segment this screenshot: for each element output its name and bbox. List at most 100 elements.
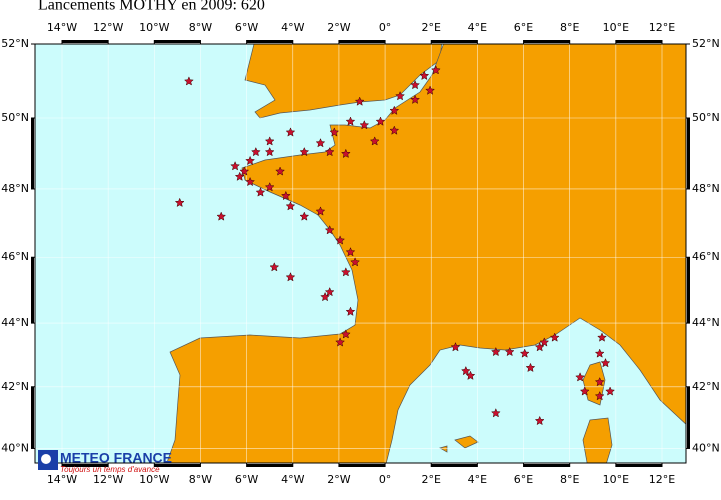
launch-star (340, 148, 351, 159)
frame-bar (431, 40, 478, 43)
launch-star (594, 348, 605, 358)
lon-label-top: 6°W (235, 21, 258, 34)
logo-name: METEO FRANCE (60, 450, 172, 466)
lon-label-bottom: 8°E (560, 473, 579, 486)
launch-star (285, 272, 296, 282)
logo-icon-sun (41, 454, 51, 464)
launch-star (245, 155, 256, 166)
lat-label-left: 50°N (1, 111, 29, 124)
frame-bar (31, 117, 34, 189)
launch-star (345, 116, 356, 126)
lon-label-bottom: 8°W (189, 473, 212, 486)
launch-star (597, 332, 607, 342)
launch-star (375, 116, 386, 126)
launch-star (419, 70, 430, 81)
launch-star (234, 171, 245, 181)
launch-star (315, 138, 326, 148)
launch-star (340, 267, 351, 277)
launch-star (345, 306, 356, 316)
lon-label-bottom: 12°E (649, 473, 675, 486)
lon-label-top: 10°W (139, 21, 169, 34)
frame-bar (31, 257, 34, 324)
launch-star (525, 362, 536, 373)
lon-label-top: 4°E (468, 21, 487, 34)
launch-star (280, 190, 291, 201)
frame-bar (338, 40, 386, 43)
launch-star (350, 257, 361, 267)
launch-star (335, 235, 346, 245)
launch-star (315, 206, 326, 216)
launch-star (324, 225, 335, 235)
launch-star (534, 342, 545, 352)
graticule (35, 44, 686, 463)
lon-label-top: 4°W (281, 21, 304, 34)
lon-label-top: 8°E (560, 21, 579, 34)
frame-bar (154, 40, 201, 43)
launch-star (174, 197, 185, 208)
land (166, 44, 686, 463)
launch-star (264, 146, 275, 157)
launch-star (264, 136, 275, 146)
lat-label-left: 48°N (1, 182, 29, 195)
frame-bar (687, 257, 690, 324)
launch-star (534, 415, 545, 426)
lon-label-bottom: 6°W (235, 473, 258, 486)
frame-bar (615, 40, 662, 43)
frame-bar (615, 464, 662, 467)
frame-bar (523, 40, 570, 43)
lon-label-top: 2°E (422, 21, 441, 34)
launch-star (490, 346, 501, 357)
launch-star (369, 136, 380, 146)
frame-bar (154, 464, 201, 467)
launch-star (450, 342, 461, 352)
launch-star (216, 211, 227, 221)
frame-bar (246, 464, 293, 467)
lon-label-top: 8°W (189, 21, 212, 34)
lat-label-right: 42°N (692, 380, 720, 393)
launch-star (430, 65, 441, 75)
frame-bar (246, 40, 293, 43)
launch-star (329, 127, 340, 137)
launch-markers (174, 65, 616, 426)
launch-star (285, 201, 296, 211)
lon-label-top: 12°E (649, 21, 675, 34)
launch-star (490, 408, 501, 418)
launch-star (539, 337, 550, 347)
lon-label-top: 6°E (514, 21, 533, 34)
lon-label-bottom: 10°E (603, 473, 629, 486)
launch-star (465, 370, 476, 380)
map-frame (34, 43, 687, 464)
launch-star (255, 187, 266, 197)
lon-label-bottom: 0° (379, 473, 392, 486)
lat-label-left: 52°N (1, 37, 29, 50)
frame-bar (687, 117, 690, 189)
lat-label-left: 46°N (1, 250, 29, 263)
launch-star (549, 332, 560, 342)
launch-star (594, 390, 605, 401)
launch-star (320, 291, 331, 302)
frame-bar (523, 464, 570, 467)
launch-star (519, 348, 530, 358)
launch-star (359, 120, 370, 130)
launch-star (354, 96, 365, 106)
launch-star (299, 211, 310, 221)
frame-bar (62, 40, 109, 43)
lat-label-right: 46°N (692, 250, 720, 263)
launch-star (504, 346, 515, 357)
axes: 14°W 14°W 12°W 12°W 10°W 10°W 8°W 8°W 6°W 6°W 4°W 4… (1, 21, 719, 486)
lat-label-left: 40°N (1, 441, 29, 454)
lon-label-top: 14°W (47, 21, 77, 34)
launch-star (410, 79, 421, 90)
launch-star (395, 90, 406, 101)
launch-star (239, 166, 250, 176)
launch-star (245, 176, 256, 187)
launch-star (324, 146, 335, 157)
launch-star (264, 182, 275, 192)
launch-star (345, 247, 356, 257)
launch-star (579, 386, 590, 396)
lon-label-top: 12°W (93, 21, 123, 34)
lat-label-left: 42°N (1, 380, 29, 393)
lon-label-bottom: 12°W (93, 473, 123, 486)
launch-star (250, 146, 261, 157)
